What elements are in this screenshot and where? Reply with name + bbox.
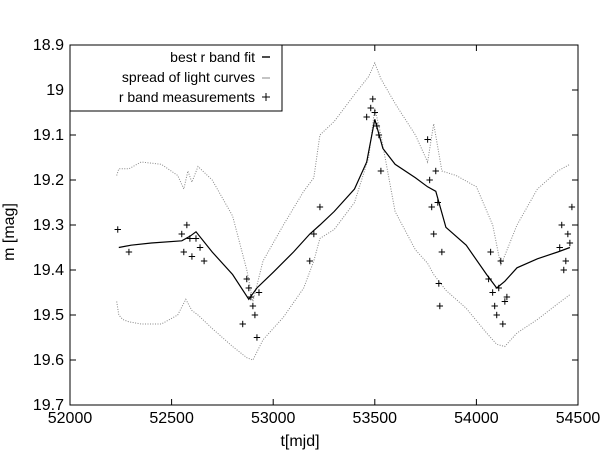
measurement-point (253, 334, 261, 341)
measurement-point (558, 221, 565, 229)
measurement-point (247, 293, 255, 301)
measurement-point (495, 284, 502, 292)
measurement-point (375, 131, 383, 139)
y-tick-label: 19.2 (33, 172, 64, 189)
measurement-point (562, 257, 570, 265)
measurement-point (316, 203, 324, 211)
measurement-point (556, 244, 563, 251)
measurement-point (196, 244, 204, 251)
measurement-point (493, 311, 500, 319)
y-tick-label: 19.1 (33, 127, 64, 144)
measurement-point (501, 298, 509, 305)
x-tick-label: 53500 (353, 410, 398, 427)
y-axis-label: m [mag] (1, 203, 18, 261)
measurement-point (434, 199, 441, 206)
measurement-point (369, 95, 376, 103)
measurement-point (499, 320, 507, 328)
legend-marker-measurements (262, 93, 270, 101)
measurement-point (428, 203, 435, 211)
legend-label-spread: spread of light curves (122, 69, 255, 85)
measurement-point (178, 230, 185, 238)
measurement-point (251, 311, 259, 319)
measurement-point (438, 248, 446, 256)
x-tick-label: 52000 (48, 410, 93, 427)
y-tick-label: 19.7 (33, 397, 64, 414)
x-axis-label: t[mjd] (280, 433, 319, 450)
x-tick-label: 53000 (251, 410, 296, 427)
measurement-point (489, 289, 496, 296)
measurement-point (487, 248, 494, 256)
y-tick-label: 19 (46, 82, 64, 99)
legend-label-measurements: r band measurements (119, 89, 255, 105)
measurement-point (430, 230, 437, 238)
legend-label-best-fit: best r band fit (170, 49, 255, 65)
y-tick-label: 19.4 (33, 262, 64, 279)
measurement-point (239, 320, 246, 328)
measurement-point (491, 302, 498, 310)
measurement-point (255, 289, 263, 296)
measurement-point (310, 230, 318, 238)
measurement-point (363, 113, 370, 121)
y-tick-label: 18.9 (33, 37, 64, 54)
measurement-point (373, 122, 381, 130)
measurement-point (249, 302, 257, 310)
measurement-point (183, 221, 191, 229)
measurement-point (432, 167, 439, 175)
measurement-point (306, 257, 313, 265)
measurement-point (568, 203, 576, 211)
measurement-point (200, 257, 208, 265)
measurement-point (497, 257, 504, 265)
measurement-point (186, 235, 194, 242)
measurement-point (180, 248, 187, 256)
measurement-point (367, 104, 374, 112)
y-tick-label: 19.3 (33, 217, 64, 234)
measurement-point (566, 239, 574, 247)
measurement-point (426, 176, 433, 184)
x-tick-label: 54000 (454, 410, 499, 427)
measurement-point (188, 253, 196, 260)
legend-box (69, 44, 283, 112)
y-tick-label: 19.6 (33, 352, 64, 369)
measurement-point (424, 136, 431, 143)
measurement-point (560, 266, 567, 274)
axis-ticks: 52000 52500 53000 53500 54000 54500 18.9 19 19.1… (33, 37, 600, 427)
legend: best r band fit spread of light curves r… (69, 44, 283, 112)
measurement-point (125, 248, 133, 256)
measurement-point (435, 280, 443, 287)
measurement-point (436, 302, 444, 310)
spread-lower-curve (116, 107, 571, 361)
measurement-point (564, 230, 572, 238)
measurement-point (377, 167, 385, 175)
x-tick-label: 54500 (556, 410, 600, 427)
measurement-point (243, 275, 250, 283)
plot-area (114, 61, 576, 361)
spread-upper-curve (116, 61, 571, 302)
measurement-point (503, 293, 511, 301)
measurement-point (371, 109, 378, 116)
measurement-point (192, 235, 200, 242)
x-tick-label: 52500 (149, 410, 194, 427)
measurement-point (485, 275, 492, 283)
y-tick-label: 19.5 (33, 307, 64, 324)
best-fit-line (118, 119, 571, 301)
measurement-point (245, 284, 253, 292)
measurement-point (114, 226, 121, 233)
